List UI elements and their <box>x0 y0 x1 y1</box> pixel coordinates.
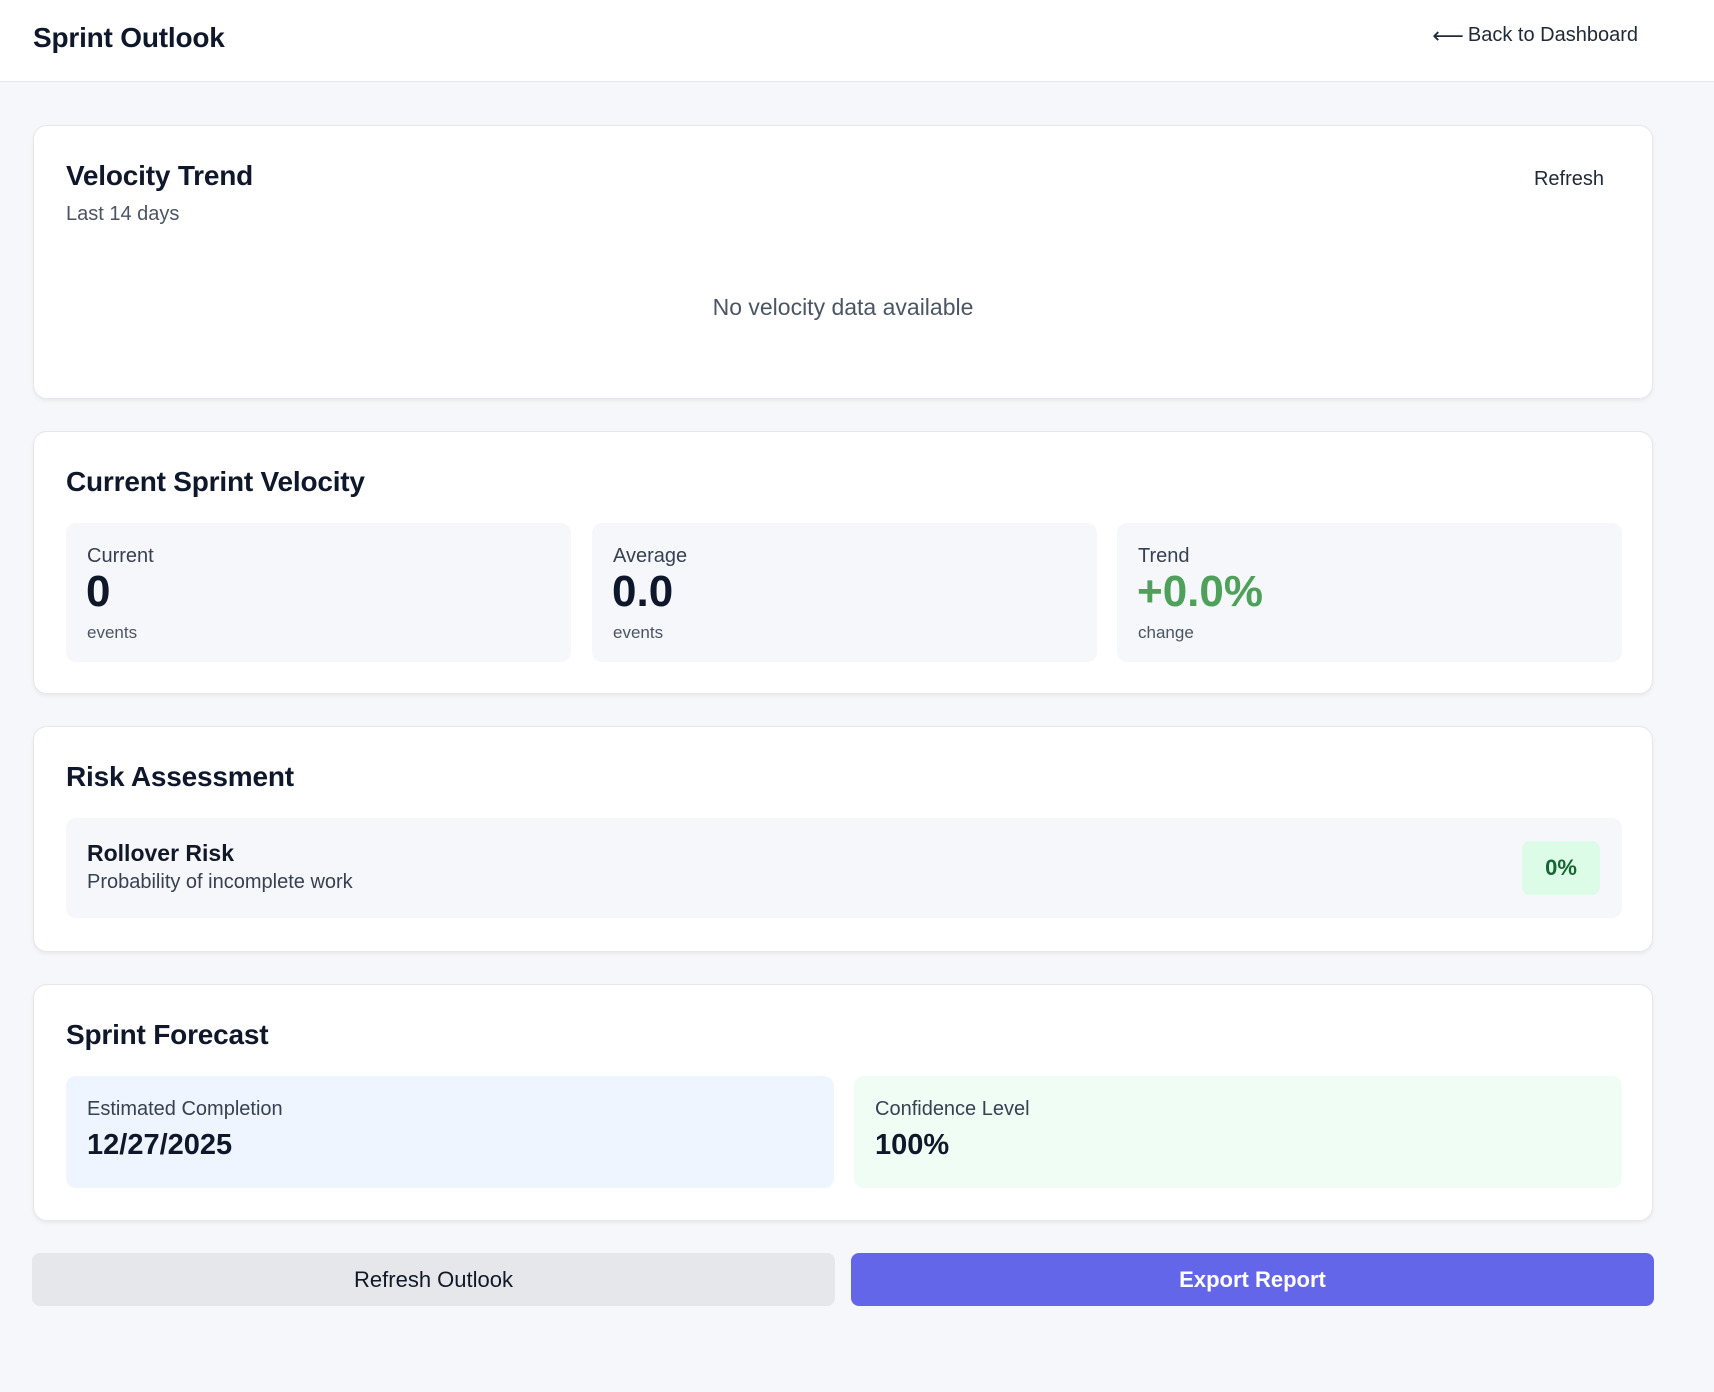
sprint-forecast-card: Sprint Forecast Estimated Completion 12/… <box>33 984 1653 1221</box>
stat-value: 0.0 <box>612 567 674 616</box>
risk-description: Probability of incomplete work <box>87 871 353 893</box>
confidence-label: Confidence Level <box>875 1098 1030 1120</box>
sprint-forecast-title: Sprint Forecast <box>66 1019 269 1050</box>
velocity-trend-title: Velocity Trend <box>66 160 254 191</box>
risk-value-badge: 0% <box>1522 841 1600 895</box>
stat-label: Current <box>87 545 154 567</box>
confidence-level-tile: Confidence Level 100% <box>854 1076 1622 1188</box>
stat-unit: events <box>613 623 664 642</box>
stat-tile-average: Average 0.0 events <box>592 523 1097 662</box>
completion-value: 12/27/2025 <box>87 1129 233 1161</box>
stat-label: Average <box>613 545 688 567</box>
refresh-outlook-button[interactable]: Refresh Outlook <box>32 1253 835 1306</box>
current-velocity-title: Current Sprint Velocity <box>66 466 365 497</box>
stat-label: Trend <box>1138 545 1190 567</box>
stat-value: +0.0% <box>1137 567 1263 616</box>
risk-assessment-title: Risk Assessment <box>66 761 294 792</box>
top-bar: Sprint Outlook ⟵ Back to Dashboard <box>0 0 1714 82</box>
estimated-completion-tile: Estimated Completion 12/27/2025 <box>66 1076 834 1188</box>
velocity-trend-card: Velocity Trend Last 14 days Refresh No v… <box>33 125 1653 399</box>
export-report-button[interactable]: Export Report <box>851 1253 1654 1306</box>
risk-name: Rollover Risk <box>87 840 234 866</box>
stat-unit: change <box>1138 623 1194 642</box>
empty-state-message: No velocity data available <box>712 294 974 320</box>
risk-assessment-card: Risk Assessment Rollover Risk Probabilit… <box>33 726 1653 952</box>
refresh-button[interactable]: Refresh <box>1533 168 1604 190</box>
page-title: Sprint Outlook <box>33 22 225 53</box>
arrow-left-icon: ⟵ <box>1432 22 1464 48</box>
stat-value: 0 <box>86 567 111 616</box>
back-link-label: Back to Dashboard <box>1467 24 1638 46</box>
stat-unit: events <box>87 623 138 642</box>
velocity-trend-subtitle: Last 14 days <box>66 203 180 225</box>
stat-tile-trend: Trend +0.0% change <box>1117 523 1622 662</box>
stat-tile-current: Current 0 events <box>66 523 571 662</box>
back-to-dashboard-link[interactable]: ⟵ Back to Dashboard <box>1432 24 1638 47</box>
confidence-value: 100% <box>875 1129 950 1161</box>
current-velocity-card: Current Sprint Velocity Current 0 events… <box>33 431 1653 694</box>
rollover-risk-row: Rollover Risk Probability of incomplete … <box>66 818 1622 918</box>
completion-label: Estimated Completion <box>87 1098 283 1120</box>
